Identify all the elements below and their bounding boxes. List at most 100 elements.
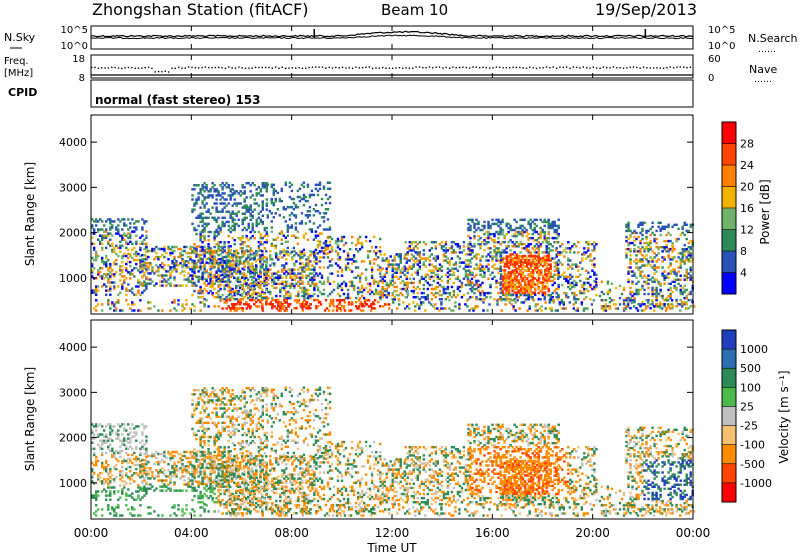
power-cell xyxy=(625,296,628,300)
power-cell xyxy=(93,220,96,223)
power-cell xyxy=(336,282,340,286)
power-cell xyxy=(513,283,516,287)
power-cell xyxy=(448,307,451,310)
power-cell xyxy=(227,259,230,262)
power-cell xyxy=(432,293,436,297)
power-cell xyxy=(338,303,342,306)
power-cell xyxy=(377,250,380,253)
power-cell xyxy=(215,279,218,283)
power-cell xyxy=(549,298,552,301)
power-cell xyxy=(505,251,508,254)
power-cell xyxy=(553,236,556,240)
power-cell xyxy=(685,248,688,251)
power-cell xyxy=(525,245,528,248)
power-cell xyxy=(197,255,200,258)
power-cell xyxy=(541,230,544,234)
power-cell xyxy=(555,249,558,252)
power-cell xyxy=(627,296,630,300)
power-cell xyxy=(467,228,470,232)
power-cell xyxy=(639,252,642,255)
power-cell xyxy=(107,267,110,270)
power-cell xyxy=(219,249,222,252)
power-cell xyxy=(428,283,432,287)
power-cell xyxy=(241,298,244,301)
power-cell xyxy=(385,271,388,274)
power-cell xyxy=(631,300,634,304)
power-cell xyxy=(215,251,218,255)
power-cell xyxy=(293,274,296,277)
power-cell xyxy=(231,216,234,220)
freq-point xyxy=(442,67,444,69)
power-cell xyxy=(519,283,522,287)
power-cell xyxy=(393,289,396,293)
freq-point xyxy=(114,66,116,69)
power-cell xyxy=(312,250,316,254)
power-cell xyxy=(274,244,278,248)
power-cell xyxy=(344,284,348,288)
power-cell xyxy=(398,303,401,306)
power-cell xyxy=(201,258,204,261)
power-cell xyxy=(685,258,688,261)
power-cell xyxy=(521,287,525,290)
power-cell xyxy=(231,218,234,222)
power-cell xyxy=(314,203,318,207)
power-cell xyxy=(555,241,558,244)
power-cell xyxy=(199,296,202,299)
power-cell xyxy=(251,210,254,213)
power-cell xyxy=(464,259,468,262)
power-cell xyxy=(131,256,134,260)
power-cell xyxy=(395,263,398,266)
power-cell xyxy=(507,287,511,290)
power-cell xyxy=(360,241,364,245)
power-cell xyxy=(219,230,222,234)
power-cell xyxy=(639,258,642,261)
power-cell xyxy=(313,266,316,269)
ytick-label: 4000 xyxy=(59,136,87,149)
power-cell xyxy=(301,262,304,265)
power-cell xyxy=(105,246,108,250)
power-cell xyxy=(221,280,224,283)
power-cell xyxy=(393,257,396,260)
power-cell xyxy=(479,228,482,232)
power-cell xyxy=(469,253,472,256)
power-cell xyxy=(326,248,330,251)
power-cell xyxy=(467,259,470,262)
power-cell xyxy=(573,293,576,297)
power-cell xyxy=(316,252,320,255)
power-cell xyxy=(239,303,242,306)
power-cell xyxy=(221,277,224,281)
power-cell xyxy=(551,279,554,283)
power-cell xyxy=(434,265,438,268)
power-cell xyxy=(259,256,262,259)
power-cell xyxy=(663,239,666,243)
power-cell xyxy=(237,256,240,259)
power-cell xyxy=(655,296,658,300)
power-cell xyxy=(135,250,138,254)
power-cell xyxy=(299,282,302,286)
power-cell xyxy=(646,305,650,308)
power-cell xyxy=(117,228,120,231)
power-cell xyxy=(382,305,385,308)
power-cell xyxy=(235,249,238,252)
power-cell xyxy=(513,262,517,266)
power-cell xyxy=(101,258,104,262)
power-cell xyxy=(302,195,306,199)
power-cell xyxy=(225,296,228,299)
power-cell xyxy=(468,247,472,250)
power-cell xyxy=(428,277,432,281)
power-cell xyxy=(322,288,326,292)
freq-point xyxy=(111,66,113,68)
power-cell xyxy=(183,270,186,273)
power-cell xyxy=(507,245,510,248)
power-cell xyxy=(523,289,527,292)
power-cell xyxy=(352,260,356,263)
power-cell xyxy=(187,280,190,283)
power-cell xyxy=(237,276,240,279)
power-cell xyxy=(473,226,476,230)
power-cell xyxy=(211,182,214,185)
power-cell xyxy=(561,273,564,277)
power-cell xyxy=(536,262,539,266)
power-cell xyxy=(649,278,652,281)
power-cell xyxy=(303,296,306,300)
power-cell xyxy=(685,294,688,298)
